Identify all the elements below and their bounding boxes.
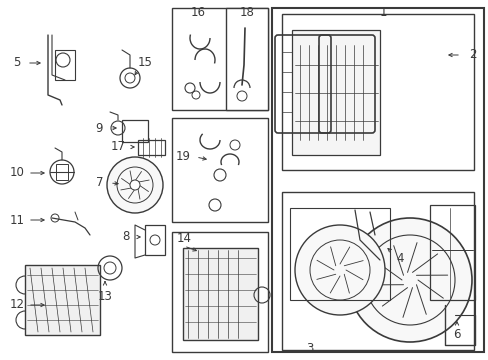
Bar (122, 120, 148, 142)
Text: 3: 3 (305, 342, 313, 355)
Bar (145, 225, 164, 255)
Circle shape (347, 218, 471, 342)
Text: 13: 13 (98, 289, 112, 302)
Bar (429, 205, 474, 300)
Bar (25, 265, 100, 335)
Text: 8: 8 (122, 230, 129, 243)
Bar (172, 118, 267, 222)
Text: 19: 19 (175, 150, 190, 163)
Bar (225, 8, 267, 110)
Text: 4: 4 (395, 252, 403, 265)
Bar (55, 50, 75, 80)
Circle shape (107, 157, 163, 213)
Text: 2: 2 (468, 49, 476, 62)
Text: 5: 5 (13, 57, 20, 69)
Bar (138, 140, 164, 155)
Text: 6: 6 (452, 328, 460, 342)
Bar (271, 8, 483, 352)
Text: 12: 12 (9, 298, 24, 311)
Circle shape (130, 180, 140, 190)
Bar (56, 164, 68, 180)
Text: 18: 18 (239, 6, 254, 19)
Bar (282, 14, 473, 170)
Bar (172, 232, 267, 352)
Bar (172, 8, 267, 110)
Text: 9: 9 (95, 122, 102, 135)
Circle shape (294, 225, 384, 315)
Bar (282, 192, 473, 350)
Bar (183, 248, 258, 340)
Bar (291, 30, 379, 155)
Text: 16: 16 (190, 6, 205, 19)
Text: 11: 11 (9, 213, 24, 226)
Text: 7: 7 (96, 176, 103, 189)
Bar (289, 208, 389, 300)
Text: 14: 14 (176, 231, 191, 244)
Text: 17: 17 (110, 140, 125, 153)
Text: 15: 15 (137, 57, 152, 69)
Text: 1: 1 (379, 6, 386, 19)
Text: 10: 10 (10, 166, 24, 180)
